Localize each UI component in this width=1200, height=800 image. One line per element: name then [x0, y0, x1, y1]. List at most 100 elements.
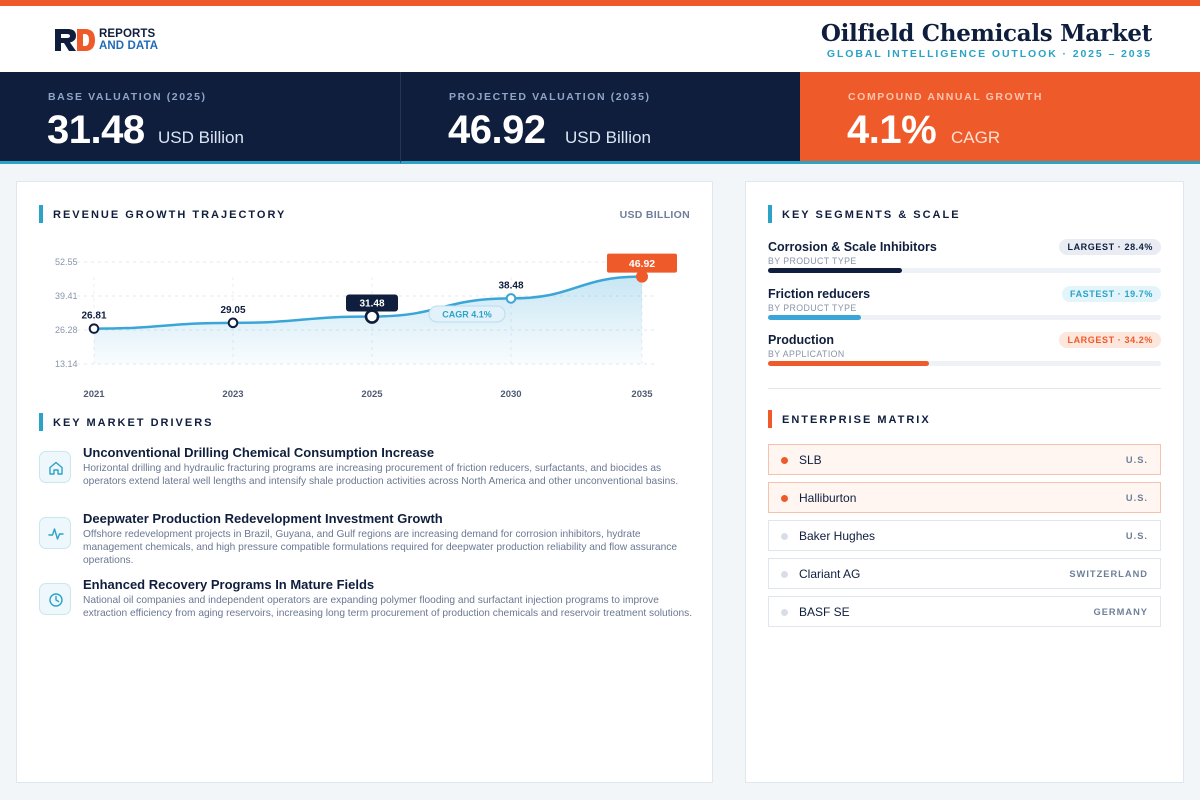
segment-badge: LARGEST · 34.2%: [1059, 332, 1161, 348]
data-point: [227, 317, 239, 329]
section-accent-bar: [39, 205, 43, 223]
segment-name: Production: [768, 333, 834, 347]
segment-badge: FASTEST · 19.7%: [1061, 286, 1161, 302]
status-dot: [781, 457, 788, 464]
y-tick-label: 39.41: [55, 291, 78, 301]
enterprise-row-halliburton[interactable]: Halliburton U.S.: [768, 482, 1161, 513]
kpi-base-valuation: BASE VALUATION (2025) 31.48 USD Billion: [0, 72, 400, 164]
segment-item: Friction reducers BY PRODUCT TYPE FASTES…: [768, 286, 1161, 323]
y-tick-label: 26.28: [55, 325, 78, 335]
driver-item: Deepwater Production Redevelopment Inves…: [39, 511, 689, 577]
segment-track: [768, 315, 1161, 320]
company-name: BASF SE: [799, 605, 850, 619]
segment-track: [768, 268, 1161, 273]
segment-bar-fill: [768, 315, 861, 320]
section-divider: [768, 388, 1161, 389]
logo-line-2: AND DATA: [99, 40, 159, 52]
kpi-projected-valuation: PROJECTED VALUATION (2035) 46.92 USD Bil…: [400, 72, 800, 164]
y-tick-label: 13.14: [55, 359, 78, 369]
kpi-label: BASE VALUATION (2025): [48, 91, 207, 103]
data-label: 29.05: [220, 305, 245, 316]
revenue-section-title: REVENUE GROWTH TRAJECTORY: [53, 209, 287, 221]
drivers-section-title: KEY MARKET DRIVERS: [53, 417, 214, 429]
company-country: GERMANY: [1093, 607, 1148, 617]
enterprise-row-basf[interactable]: BASF SE GERMANY: [768, 596, 1161, 627]
revenue-chart: 52.55 39.41 26.28 13.14 CAGR 4.1% 26.81 29.05 3…: [55, 253, 677, 400]
section-accent-bar: [39, 413, 43, 431]
company-name: Baker Hughes: [799, 529, 876, 543]
enterprise-section-title: ENTERPRISE MATRIX: [782, 414, 931, 426]
kpi-value: 31.48: [47, 108, 145, 152]
driver-title: Unconventional Drilling Chemical Consump…: [83, 445, 435, 460]
segment-item: Corrosion & Scale Inhibitors BY PRODUCT …: [768, 239, 1161, 276]
section-accent-bar: [768, 205, 772, 223]
segment-category: BY PRODUCT TYPE: [768, 303, 857, 313]
status-dot: [781, 495, 788, 502]
segment-bar-fill: [768, 268, 902, 273]
status-dot: [781, 533, 788, 540]
activity-icon: [48, 528, 64, 540]
x-tick-label: 2035: [631, 389, 653, 400]
driver-title: Deepwater Production Redevelopment Inves…: [83, 511, 443, 526]
x-tick-label: 2025: [361, 389, 383, 400]
kpi-band: BASE VALUATION (2025) 31.48 USD Billion …: [0, 72, 1200, 164]
data-label: 26.81: [81, 311, 106, 322]
company-country: U.S.: [1125, 493, 1148, 503]
kpi-label: COMPOUND ANNUAL GROWTH: [848, 91, 1044, 103]
data-point: [88, 323, 100, 334]
cagr-annotation: CAGR 4.1%: [442, 310, 492, 320]
status-dot: [781, 609, 788, 616]
data-point: [505, 293, 517, 304]
logo-line-1: REPORTS: [99, 28, 156, 40]
segment-item: Production BY APPLICATION LARGEST · 34.2…: [768, 332, 1161, 369]
company-country: U.S.: [1125, 455, 1148, 465]
y-tick-label: 52.55: [55, 257, 78, 267]
driver-item: Enhanced Recovery Programs In Mature Fie…: [39, 577, 692, 643]
data-point-base: [364, 309, 380, 324]
x-tick-label: 2030: [500, 389, 521, 400]
driver-icon-box: [39, 583, 71, 615]
left-panel: REVENUE GROWTH TRAJECTORY USD BILLION 52…: [16, 181, 713, 783]
segments-section-title: KEY SEGMENTS & SCALE: [782, 209, 961, 221]
driver-title: Enhanced Recovery Programs In Mature Fie…: [83, 577, 375, 592]
driver-icon-box: [39, 517, 71, 549]
segment-bar-fill: [768, 361, 930, 366]
projected-label-box: [607, 253, 677, 273]
company-name: Halliburton: [799, 491, 857, 505]
x-tick-label: 2021: [83, 389, 105, 400]
section-accent-bar: [768, 410, 772, 428]
segment-category: BY PRODUCT TYPE: [768, 256, 857, 266]
data-label: 31.48: [359, 299, 384, 310]
company-name: Clariant AG: [799, 567, 861, 581]
page-title: Oilfield Chemicals Market: [820, 20, 1152, 47]
driver-icon-box: [39, 451, 71, 483]
segment-track: [768, 361, 1161, 366]
revenue-unit-label: USD BILLION: [619, 209, 690, 221]
brand-logo[interactable]: REPORTS AND DATA: [54, 28, 158, 52]
enterprise-row-baker-hughes[interactable]: Baker Hughes U.S.: [768, 520, 1161, 551]
logo-text: REPORTS AND DATA: [99, 28, 158, 52]
data-point-projected: [636, 270, 648, 283]
driver-item: Unconventional Drilling Chemical Consump…: [39, 445, 689, 511]
kpi-unit: USD Billion: [158, 128, 244, 147]
enterprise-row-clariant[interactable]: Clariant AG SWITZERLAND: [768, 558, 1161, 589]
kpi-cagr: COMPOUND ANNUAL GROWTH 4.1% CAGR: [800, 72, 1200, 164]
x-tick-label: 2023: [222, 389, 243, 400]
kpi-value: 4.1%: [847, 108, 937, 152]
segment-category: BY APPLICATION: [768, 349, 845, 359]
driver-text: National oil companies and independent o…: [83, 595, 693, 620]
company-country: U.S.: [1125, 531, 1148, 541]
top-accent-strip: [0, 0, 1200, 6]
enterprise-row-slb[interactable]: SLB U.S.: [768, 444, 1161, 475]
base-label-box: [346, 294, 398, 312]
data-label: 46.92: [629, 258, 655, 270]
driver-text: Offshore redevelopment projects in Brazi…: [83, 529, 678, 567]
kpi-unit: USD Billion: [565, 128, 651, 147]
segment-badge: LARGEST · 28.4%: [1059, 239, 1161, 255]
cagr-pill: [428, 305, 506, 323]
kpi-label: PROJECTED VALUATION (2035): [449, 91, 651, 103]
segment-name: Friction reducers: [768, 287, 871, 301]
logo-icon: [55, 29, 95, 51]
kpi-value: 46.92: [448, 108, 546, 152]
page-header: REPORTS AND DATA Oilfield Chemicals Mark…: [0, 6, 1200, 72]
